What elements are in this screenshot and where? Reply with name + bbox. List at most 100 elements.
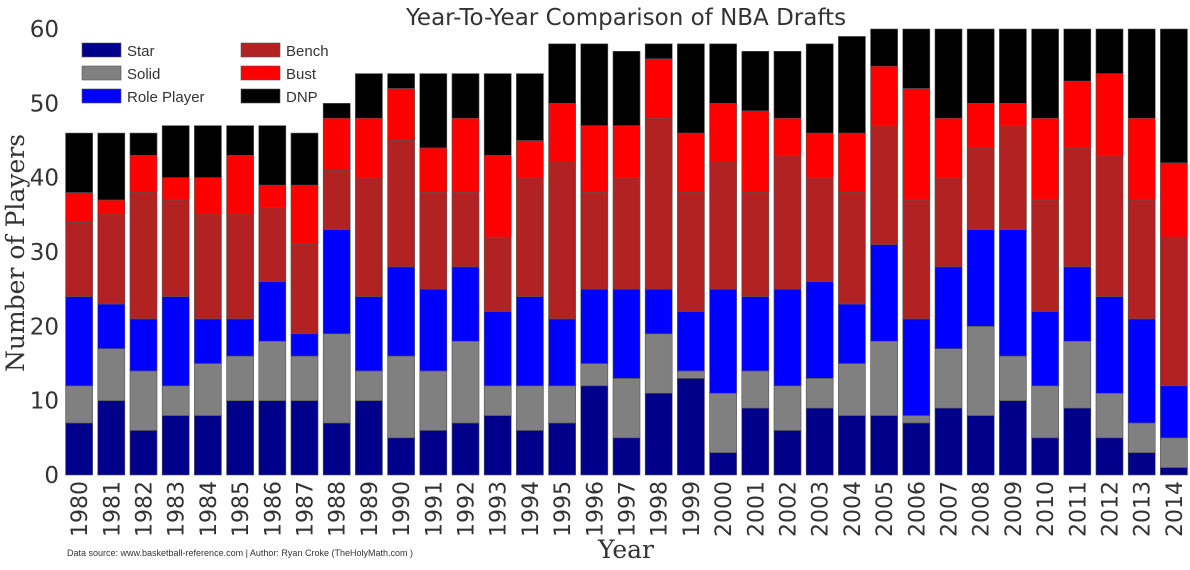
bar-segment-star-1997 bbox=[612, 437, 641, 476]
bar-segment-bust-2000 bbox=[709, 103, 737, 164]
bar-segment-bench-1993 bbox=[483, 236, 512, 312]
bar-segment-bust-1988 bbox=[322, 117, 351, 171]
bar-segment-dnp-1997 bbox=[612, 50, 641, 126]
bar-segment-bench-1987 bbox=[290, 244, 319, 335]
bar-segment-dnp-1999 bbox=[677, 43, 705, 134]
bar-segment-star-2004 bbox=[838, 415, 866, 476]
bar-segment-bench-2002 bbox=[773, 155, 802, 290]
x-tick-label: 2012 bbox=[1099, 481, 1124, 537]
bar-segment-solid-1993 bbox=[483, 385, 512, 416]
bar-segment-star-2002 bbox=[773, 430, 802, 476]
bar-segment-solid-1987 bbox=[290, 355, 319, 401]
bar-segment-bench-1985 bbox=[226, 214, 254, 320]
bar-segment-bench-1996 bbox=[580, 192, 609, 290]
bar-segment-bust-1994 bbox=[516, 140, 544, 178]
bar-segment-dnp-2004 bbox=[838, 36, 866, 134]
bar-segment-solid-2011 bbox=[1063, 340, 1092, 409]
bar-segment-role-player-1998 bbox=[644, 288, 673, 335]
bar-segment-dnp-2002 bbox=[773, 50, 802, 119]
bar-segment-bust-1990 bbox=[387, 88, 415, 141]
bar-segment-dnp-2011 bbox=[1063, 28, 1092, 82]
bar-segment-bust-2010 bbox=[1031, 117, 1059, 201]
bar-segment-bench-1998 bbox=[644, 117, 673, 290]
bar-segment-bust-1998 bbox=[644, 58, 673, 119]
bar-segment-solid-1982 bbox=[129, 370, 158, 431]
x-tick-label: 1997 bbox=[616, 481, 641, 537]
bar-segment-star-1993 bbox=[483, 415, 512, 476]
bar-segment-dnp-1986 bbox=[258, 125, 287, 186]
bar-segment-dnp-1993 bbox=[483, 73, 512, 156]
bar-segment-dnp-2013 bbox=[1127, 28, 1156, 119]
bar-segment-star-1981 bbox=[97, 400, 126, 476]
bar-segment-star-2006 bbox=[902, 422, 931, 476]
x-tick-label: 1990 bbox=[390, 481, 415, 537]
x-tick-label: 1992 bbox=[455, 481, 480, 537]
bar-segment-star-1984 bbox=[194, 415, 222, 476]
bar-segment-role-player-2006 bbox=[902, 318, 931, 416]
bar-segment-role-player-2001 bbox=[741, 296, 770, 372]
x-tick-label: 2010 bbox=[1034, 481, 1059, 537]
bar-segment-bench-1986 bbox=[258, 207, 287, 283]
bar-segment-bust-1995 bbox=[548, 103, 576, 164]
bar-segment-star-2013 bbox=[1127, 452, 1156, 476]
bar-segment-bench-1982 bbox=[129, 192, 158, 320]
bar-segment-solid-1999 bbox=[677, 370, 705, 379]
x-axis-label: Year bbox=[597, 535, 654, 564]
bar-segment-solid-1991 bbox=[419, 370, 448, 431]
bar-segment-bench-1988 bbox=[322, 169, 351, 230]
bar-segment-bust-1986 bbox=[258, 184, 287, 208]
bar-segment-bench-2009 bbox=[999, 125, 1027, 230]
legend-swatch-solid bbox=[81, 65, 122, 81]
bar-segment-solid-1980 bbox=[65, 385, 93, 424]
bar-segment-solid-2001 bbox=[741, 370, 770, 409]
bar-segment-bust-2007 bbox=[934, 117, 963, 178]
x-tick-label: 2007 bbox=[938, 481, 963, 537]
bar-segment-role-player-2004 bbox=[838, 303, 866, 364]
bar-segment-dnp-1984 bbox=[194, 125, 222, 178]
y-axis-label: Number of Players bbox=[1, 134, 30, 372]
bar-segment-solid-1995 bbox=[548, 385, 576, 424]
bar-segment-solid-1989 bbox=[355, 370, 383, 401]
bar-segment-star-1991 bbox=[419, 430, 448, 476]
x-tick-label: 1980 bbox=[68, 481, 93, 537]
bar-segment-bench-2004 bbox=[838, 192, 866, 305]
bar-segment-bust-1993 bbox=[483, 155, 512, 238]
bar-segment-bust-1981 bbox=[97, 199, 126, 216]
bar-segment-role-player-1982 bbox=[129, 318, 158, 372]
bar-segment-solid-1994 bbox=[516, 385, 544, 431]
bar-segment-bench-1994 bbox=[516, 177, 544, 297]
bar-segment-bench-1989 bbox=[355, 177, 383, 297]
bar-segment-solid-1984 bbox=[194, 363, 222, 416]
bar-segment-solid-2007 bbox=[934, 348, 963, 409]
x-tick-label: 1991 bbox=[422, 481, 447, 537]
bar-segment-bust-1984 bbox=[194, 177, 222, 216]
bar-segment-bench-2000 bbox=[709, 162, 737, 290]
bar-segment-star-1996 bbox=[580, 385, 609, 476]
bar-segment-solid-2003 bbox=[805, 378, 834, 409]
bar-segment-bench-1991 bbox=[419, 192, 448, 290]
bars-layer bbox=[65, 28, 1188, 476]
bar-segment-bench-1997 bbox=[612, 177, 641, 290]
bar-segment-bust-1997 bbox=[612, 125, 641, 178]
bar-segment-bust-1982 bbox=[129, 155, 158, 193]
bar-segment-bust-1991 bbox=[419, 147, 448, 193]
bar-segment-solid-2010 bbox=[1031, 385, 1059, 439]
legend-label-star: Star bbox=[127, 43, 155, 60]
bar-segment-dnp-1991 bbox=[419, 73, 448, 149]
bar-segment-role-player-1994 bbox=[516, 296, 544, 387]
bar-segment-star-1989 bbox=[355, 400, 383, 476]
bar-segment-bench-1992 bbox=[451, 192, 480, 268]
bar-segment-dnp-1988 bbox=[322, 103, 351, 119]
legend-label-bust: Bust bbox=[286, 66, 317, 83]
x-tick-label: 2003 bbox=[809, 481, 834, 537]
x-tick-label: 1998 bbox=[648, 481, 673, 537]
bar-segment-dnp-1989 bbox=[355, 73, 383, 119]
bar-segment-star-1987 bbox=[290, 400, 319, 476]
y-tick-label: 20 bbox=[30, 314, 59, 340]
bar-segment-dnp-2007 bbox=[934, 28, 963, 119]
x-tick-label: 1985 bbox=[229, 481, 254, 537]
x-tick-label: 1982 bbox=[133, 481, 158, 537]
bar-segment-bust-1987 bbox=[290, 184, 319, 245]
bar-segment-star-1994 bbox=[516, 430, 544, 476]
bar-segment-star-2008 bbox=[966, 415, 995, 476]
